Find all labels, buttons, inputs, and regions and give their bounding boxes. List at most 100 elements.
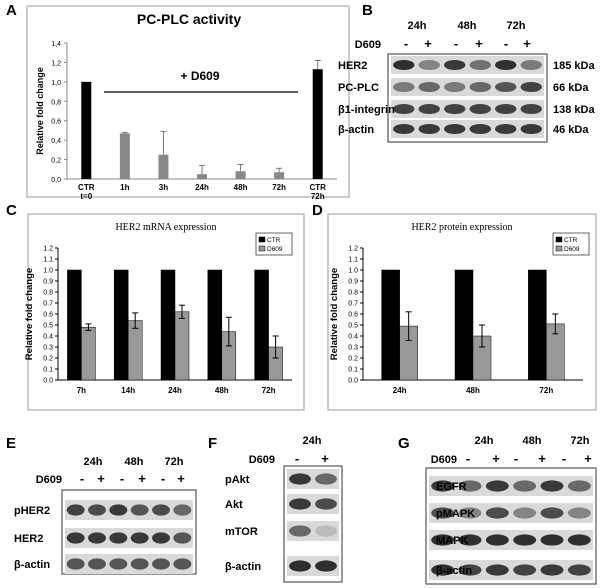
y-tick-label: 0.8 (348, 290, 358, 297)
blot-row-band (567, 534, 591, 546)
blot-row-band (567, 564, 591, 576)
blot-row-band (444, 123, 466, 135)
blot-row-band (540, 480, 564, 492)
blot-row-band (513, 507, 537, 519)
blot-row-label: β-actin (436, 565, 472, 577)
panel-letter-d: D (312, 202, 323, 219)
bar-ctr (454, 269, 474, 381)
blot-row-band (173, 558, 192, 570)
time-label: 24h (303, 435, 322, 447)
blot-row-label: mTOR (225, 526, 258, 538)
y-tick-label: 0.4 (43, 334, 53, 341)
x-tick-label: 72h (311, 192, 325, 201)
sign-minus: - (120, 471, 124, 486)
blot-row-label: pHER2 (14, 505, 50, 517)
blot-row-band (109, 504, 128, 516)
y-tick-label: 0.2 (348, 356, 358, 363)
blot-row-label: pMAPK (436, 508, 475, 520)
blot-row-label: HER2 (14, 533, 43, 545)
legend-label: D609 (267, 246, 283, 253)
blot-row-band (393, 103, 415, 115)
sign-minus: - (504, 36, 508, 51)
blot-row-band (66, 504, 85, 516)
blot-row-band (540, 564, 564, 576)
time-label: 48h (458, 20, 477, 32)
sign-minus: - (404, 36, 408, 51)
y-axis-label: Relative fold change (329, 268, 340, 360)
chart-frame (26, 5, 350, 198)
blot-row-band (458, 534, 482, 546)
blot-row-band (418, 59, 440, 71)
time-label: 48h (523, 435, 542, 447)
bar (274, 172, 285, 179)
blot-row-band (130, 532, 149, 544)
blot-row-label: β-actin (338, 124, 374, 136)
blot-row-band (458, 564, 482, 576)
x-tick-label: 72h (272, 183, 286, 192)
legend-label: CTR (267, 237, 281, 244)
y-tick-label: 0.6 (43, 312, 53, 319)
panel-letter-f: F (208, 435, 218, 452)
blot-row-band (88, 504, 106, 516)
blot-row-band (513, 480, 537, 492)
blot-row-band (152, 504, 170, 516)
y-tick-label: 0.1 (43, 367, 53, 374)
x-tick-label: 48h (466, 386, 480, 395)
blot-row-band (289, 525, 311, 537)
treatment-label: D609 (249, 454, 275, 466)
blot-row-band (520, 123, 542, 135)
blot-row-band (173, 504, 192, 516)
y-axis-label: Relative fold change (24, 268, 35, 360)
bar-ctr (381, 269, 400, 381)
blot-row-label: Akt (225, 499, 243, 511)
time-label: 24h (84, 456, 103, 468)
sign-plus: + (424, 36, 432, 51)
blot-row-label: pAkt (225, 474, 250, 486)
blot-row-band (567, 507, 591, 519)
y-tick-label: 0.4 (348, 334, 358, 341)
blot-row-band (152, 532, 170, 544)
blot-row-band (109, 558, 128, 570)
blot-row-band (458, 480, 482, 492)
y-tick-label: 1.2 (348, 246, 358, 253)
y-tick-label: 0.5 (348, 323, 358, 330)
blot-row-band (393, 59, 415, 71)
y-tick-label: 0.0 (43, 378, 53, 385)
kda-label: 46 kDa (553, 124, 589, 136)
blot-row-band (315, 473, 337, 485)
chart-title: HER2 mRNA expression (115, 222, 216, 233)
legend-label: CTR (564, 237, 578, 244)
blot-row-band (315, 525, 337, 537)
bar (235, 171, 246, 179)
blot-row-band (540, 534, 564, 546)
panel-letter-b: B (362, 2, 373, 19)
sign-minus: - (514, 451, 518, 466)
blot-row-band (485, 534, 509, 546)
y-tick-label: 0,8 (51, 99, 61, 106)
y-tick-label: 1.1 (43, 257, 53, 264)
legend-swatch (555, 236, 563, 243)
x-tick-label: 72h (262, 386, 276, 395)
blot-row-band (469, 123, 491, 135)
blot-row-label: β1-integrin (338, 104, 395, 116)
sign-minus: - (454, 36, 458, 51)
kda-label: 66 kDa (553, 82, 589, 94)
panel-letter-a: A (6, 2, 17, 19)
sign-plus: + (475, 36, 483, 51)
sign-plus: + (138, 471, 146, 486)
blot-row-band (485, 480, 509, 492)
legend-swatch (258, 236, 266, 243)
blot-row-band (66, 558, 85, 570)
blot-row-label: β-actin (14, 559, 50, 571)
chart-title: PC-PLC activity (137, 11, 241, 27)
y-tick-label: 0.6 (348, 312, 358, 319)
y-tick-label: 0.9 (348, 279, 358, 286)
y-tick-label: 1,4 (51, 41, 61, 48)
x-tick-label: 48h (234, 183, 248, 192)
y-tick-label: 0.7 (348, 301, 358, 308)
legend-swatch (555, 245, 563, 252)
blot-row-band (485, 564, 509, 576)
blot-row-band (567, 480, 591, 492)
x-tick-label: 14h (121, 386, 135, 395)
